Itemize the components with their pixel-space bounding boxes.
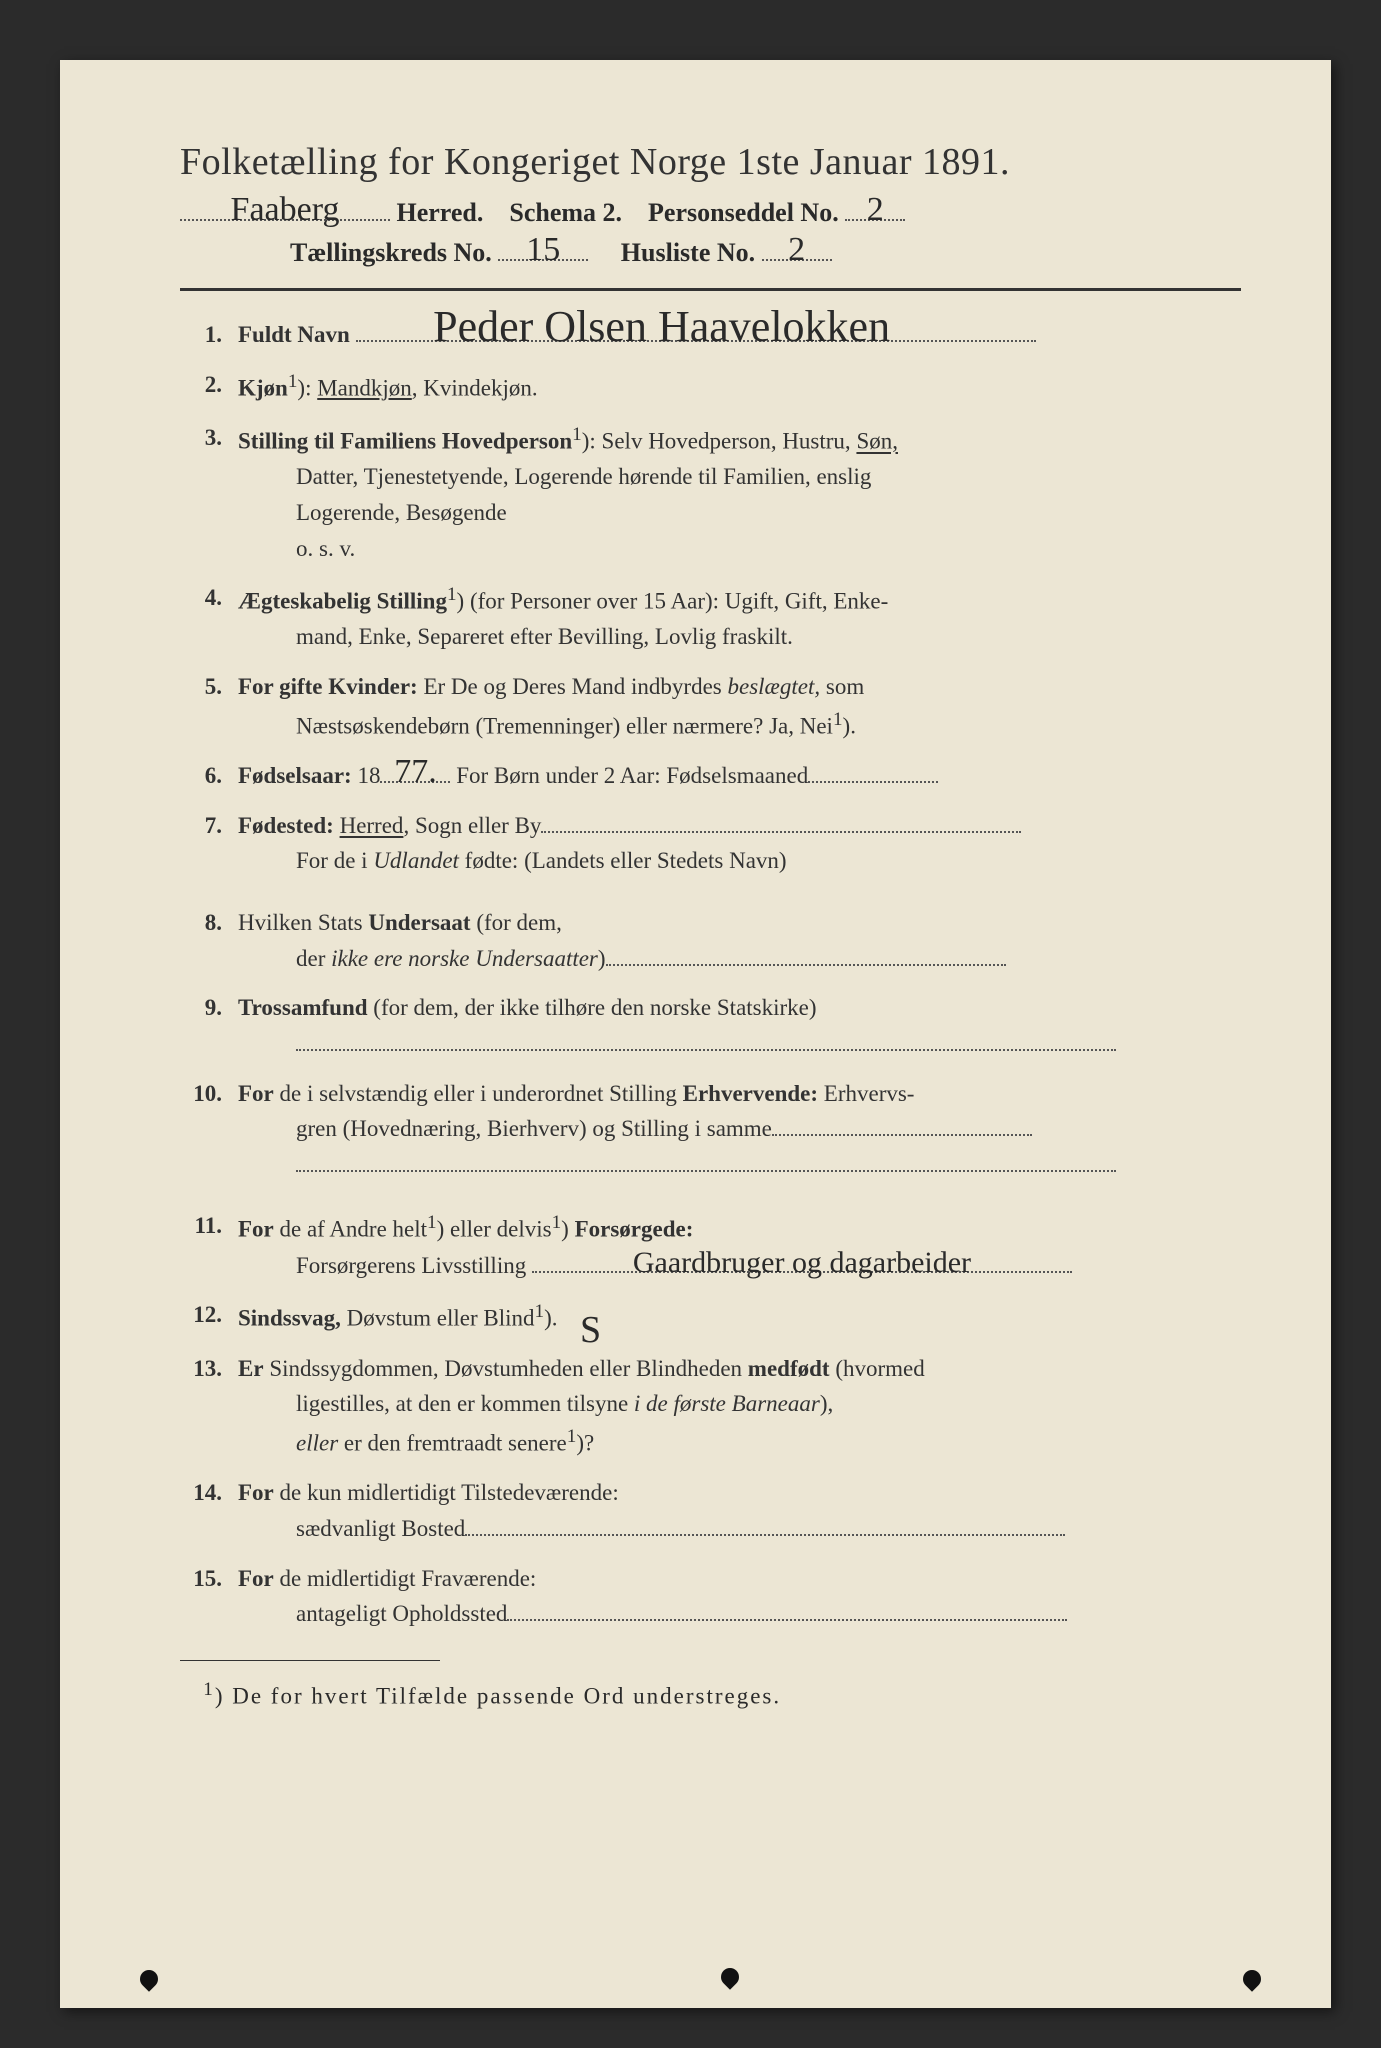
field-2: 2. Kjøn1): Mandkjøn, Kvindekjøn. — [180, 367, 1241, 406]
footnote-rule — [180, 1660, 440, 1661]
f12-label: Sindssvag, — [238, 1306, 341, 1331]
header-rule — [180, 288, 1241, 291]
f7-label: Fødested: — [238, 813, 334, 838]
pin-icon — [717, 1964, 742, 1989]
f6-label: Fødselsaar: — [238, 763, 352, 788]
field-7: 7. Fødested: Herred, Sogn eller By For d… — [180, 808, 1241, 879]
tkreds-no: 15 — [526, 236, 560, 263]
field-8: 8. Hvilken Stats Undersaat (for dem, der… — [180, 905, 1241, 976]
field-9: 9. Trossamfund (for dem, der ikke tilhør… — [180, 990, 1241, 1061]
f6-year: 77. — [394, 758, 437, 785]
personseddel-label: Personseddel No. — [648, 198, 839, 227]
f4-label: Ægteskabelig Stilling — [238, 589, 447, 614]
field-11: 11. For de af Andre helt1) eller delvis1… — [180, 1208, 1241, 1283]
husliste-label: Husliste No. — [621, 238, 755, 267]
f9-label: Trossamfund — [238, 995, 368, 1020]
pin-icon — [136, 1966, 161, 1991]
field-10: 10. For de i selvstændig eller i underor… — [180, 1076, 1241, 1183]
footnote: 1) De for hvert Tilfælde passende Ord un… — [180, 1679, 1241, 1710]
f3-selected: Søn, — [856, 429, 898, 454]
schema-label: Schema 2. — [509, 198, 622, 227]
field-15: 15. For de midlertidigt Fraværende: anta… — [180, 1561, 1241, 1632]
field-3: 3. Stilling til Familiens Hovedperson1):… — [180, 420, 1241, 566]
field-list: 1. Fuldt Navn Peder Olsen Haavelokken 2.… — [180, 317, 1241, 1632]
herred-label: Herred. — [397, 198, 484, 227]
personseddel-no: 2 — [867, 196, 884, 223]
f2-selected: Mandkjøn — [317, 375, 412, 400]
field-6: 6. Fødselsaar: 1877. For Børn under 2 Aa… — [180, 758, 1241, 794]
census-form-page: Folketælling for Kongeriget Norge 1ste J… — [60, 60, 1331, 2008]
f11-value: Gaardbruger og dagarbeider — [633, 1251, 971, 1275]
f2-label: Kjøn — [238, 375, 288, 400]
header-line-2: Tællingskreds No. 15 Husliste No. 2 — [290, 238, 1241, 268]
f1-value: Peder Olsen Haavelokken — [433, 309, 890, 344]
form-title: Folketælling for Kongeriget Norge 1ste J… — [180, 140, 1241, 184]
field-1: 1. Fuldt Navn Peder Olsen Haavelokken — [180, 317, 1241, 353]
herred-value: Faaberg — [231, 196, 340, 223]
field-12: 12. Sindssvag, Døvstum eller Blind1). S — [180, 1297, 1241, 1336]
f1-label: Fuldt Navn — [238, 322, 350, 347]
header-line-1: Faaberg Herred. Schema 2. Personseddel N… — [180, 198, 1241, 228]
scan-background: Folketælling for Kongeriget Norge 1ste J… — [0, 0, 1381, 2048]
form-header: Folketælling for Kongeriget Norge 1ste J… — [180, 140, 1241, 268]
pin-icon — [1239, 1966, 1264, 1991]
f5-label: For gifte Kvinder: — [238, 674, 418, 699]
f3-label: Stilling til Familiens Hovedperson — [238, 429, 572, 454]
field-14: 14. For de kun midlertidigt Tilstedevære… — [180, 1475, 1241, 1546]
f12-mark: S — [580, 1315, 601, 1345]
field-5: 5. For gifte Kvinder: Er De og Deres Man… — [180, 669, 1241, 744]
field-4: 4. Ægteskabelig Stilling1) (for Personer… — [180, 580, 1241, 655]
husliste-no: 2 — [788, 236, 805, 263]
tkreds-label: Tællingskreds No. — [290, 238, 492, 267]
field-13: 13. Er Sindssygdommen, Døvstumheden elle… — [180, 1351, 1241, 1462]
